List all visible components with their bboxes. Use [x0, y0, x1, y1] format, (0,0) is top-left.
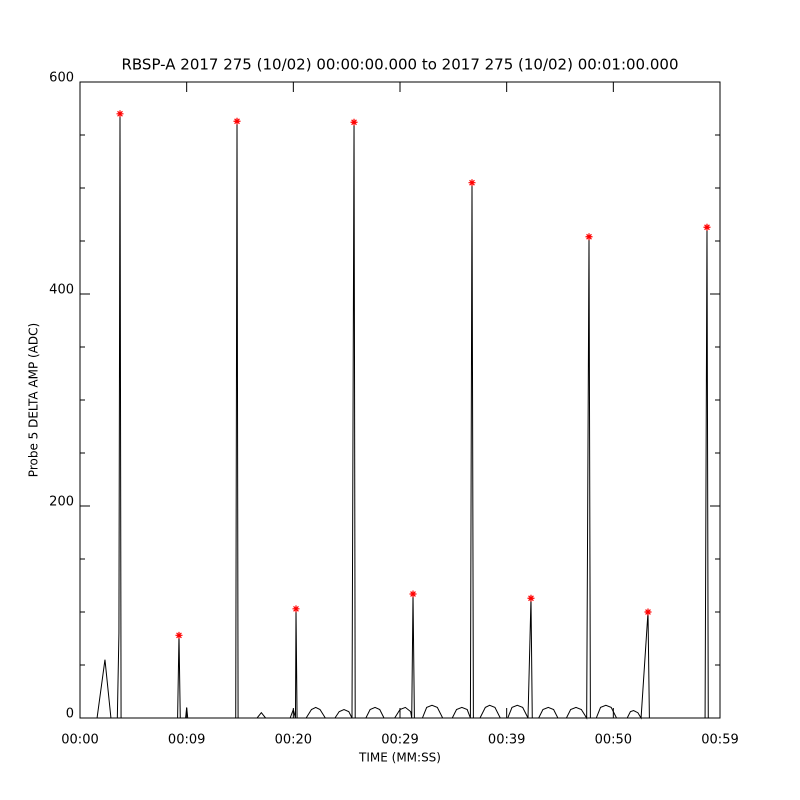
x-tick-label: 00:00 — [61, 733, 98, 748]
peak-marker — [233, 117, 241, 125]
y-tick-label: 400 — [49, 283, 74, 298]
peak-marker — [350, 118, 358, 126]
peak-marker — [409, 590, 417, 598]
chart-title: RBSP-A 2017 275 (10/02) 00:00:00.000 to … — [121, 56, 678, 74]
x-tick-label: 00:09 — [168, 733, 205, 748]
x-tick-label: 00:39 — [488, 733, 525, 748]
peak-marker — [703, 223, 711, 231]
x-tick-label: 00:29 — [381, 733, 418, 748]
peak-marker — [116, 110, 124, 118]
y-tick-label: 600 — [49, 71, 74, 86]
peak-marker — [468, 179, 476, 187]
y-tick-label: 200 — [49, 495, 74, 510]
peak-marker — [527, 594, 535, 602]
peak-marker — [175, 631, 183, 639]
y-tick-label: 0 — [66, 707, 74, 722]
y-axis-label: Probe 5 DELTA AMP (ADC) — [27, 323, 41, 477]
peak-marker — [644, 608, 652, 616]
x-tick-label: 00:59 — [701, 733, 738, 748]
x-tick-label: 00:50 — [595, 733, 632, 748]
x-axis-label: TIME (MM:SS) — [358, 751, 441, 765]
signal-line — [80, 113, 720, 720]
peak-marker — [585, 233, 593, 241]
peak-marker — [292, 605, 300, 613]
x-tick-label: 00:20 — [275, 733, 312, 748]
